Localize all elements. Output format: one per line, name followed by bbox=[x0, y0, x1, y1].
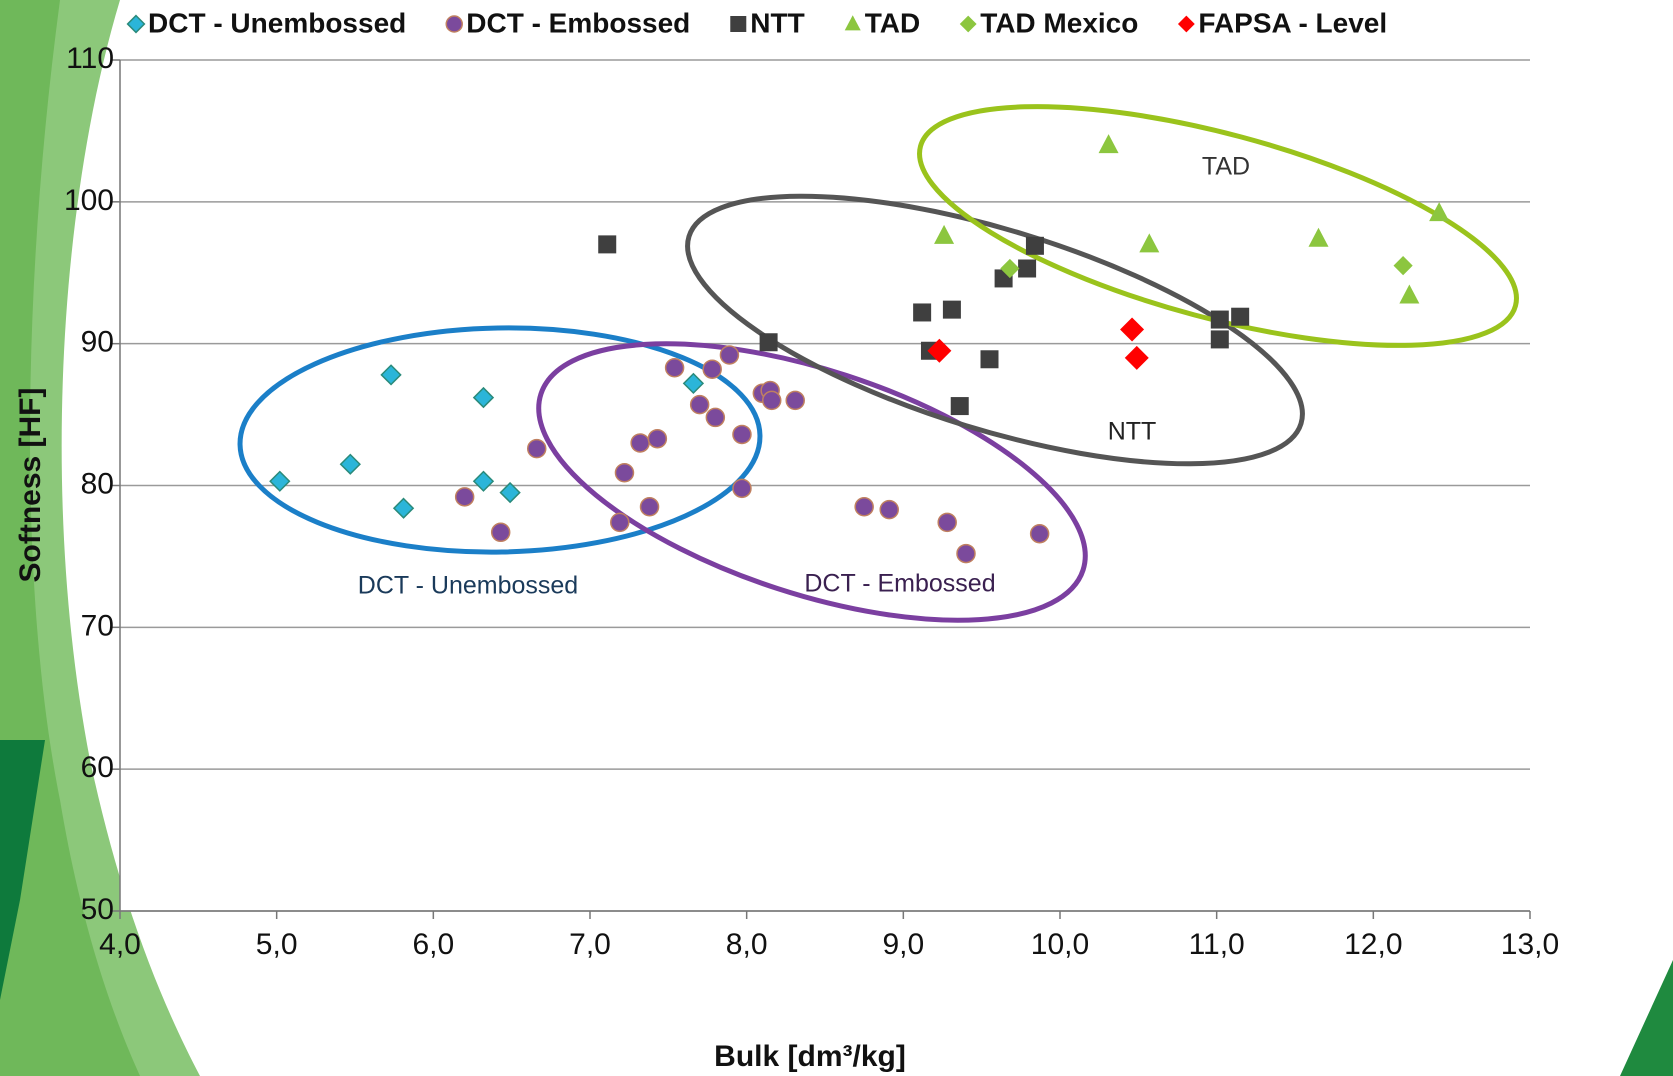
x-tick-label: 5,0 bbox=[256, 928, 298, 961]
data-point bbox=[705, 407, 726, 428]
group-ellipse bbox=[917, 104, 1519, 348]
data-point bbox=[956, 543, 976, 564]
data-point bbox=[1393, 256, 1413, 276]
data-point bbox=[879, 499, 899, 520]
data-point bbox=[610, 512, 630, 533]
x-tick-label: 8,0 bbox=[726, 928, 768, 961]
data-point bbox=[980, 350, 999, 369]
data-point bbox=[702, 359, 722, 379]
y-tick-label: 50 bbox=[81, 893, 114, 926]
group-ellipse bbox=[536, 341, 1088, 623]
data-point bbox=[1210, 330, 1229, 349]
y-tick-label: 60 bbox=[81, 751, 114, 784]
data-point bbox=[526, 438, 547, 459]
data-point bbox=[1124, 345, 1149, 370]
legend-label: DCT - Embossed bbox=[466, 7, 690, 38]
data-point bbox=[1139, 233, 1160, 253]
legend-marker bbox=[126, 14, 146, 34]
data-point bbox=[1210, 310, 1229, 329]
x-axis-label: Bulk [dm³/kg] bbox=[714, 1040, 906, 1073]
data-point bbox=[269, 470, 291, 492]
grid bbox=[112, 59, 1531, 919]
legend-marker bbox=[445, 15, 463, 33]
legend-marker bbox=[1177, 15, 1195, 33]
data-point bbox=[785, 390, 805, 411]
legend-marker bbox=[844, 15, 861, 31]
data-point bbox=[454, 487, 475, 507]
y-tick-label: 90 bbox=[81, 326, 114, 359]
data-point bbox=[1429, 202, 1450, 222]
data-point bbox=[472, 470, 495, 492]
legend-label: DCT - Unembossed bbox=[148, 7, 406, 38]
data-point bbox=[1029, 523, 1050, 544]
data-point bbox=[647, 428, 668, 449]
data-point bbox=[630, 433, 650, 453]
data-point bbox=[927, 338, 952, 363]
data-point bbox=[1000, 258, 1020, 279]
x-tick-label: 7,0 bbox=[569, 928, 611, 961]
y-tick-label: 70 bbox=[81, 609, 114, 642]
data-point bbox=[719, 345, 740, 365]
data-point bbox=[472, 386, 495, 409]
x-tick-label: 12,0 bbox=[1344, 928, 1402, 961]
data-point bbox=[942, 300, 961, 319]
legend-label: TAD bbox=[865, 7, 920, 38]
data-point bbox=[732, 424, 752, 445]
y-tick-label: 80 bbox=[81, 467, 114, 500]
annotation: DCT - Unembossed bbox=[358, 572, 578, 600]
group-ellipse bbox=[237, 325, 763, 555]
data-point bbox=[339, 453, 361, 475]
data-point bbox=[614, 462, 635, 483]
marks bbox=[269, 134, 1450, 564]
background-shape bbox=[0, 740, 45, 1000]
data-point bbox=[854, 497, 874, 517]
x-tick-label: 10,0 bbox=[1031, 928, 1089, 961]
y-axis-label: Softness [HF] bbox=[14, 388, 47, 583]
legend-label: TAD Mexico bbox=[980, 7, 1138, 38]
data-point bbox=[1231, 307, 1250, 326]
y-tick-label: 100 bbox=[64, 184, 114, 217]
data-point bbox=[380, 364, 402, 386]
background-swoosh bbox=[0, 0, 140, 1076]
legend-label: NTT bbox=[750, 7, 804, 38]
legend-marker bbox=[730, 16, 747, 32]
x-tick-label: 9,0 bbox=[882, 928, 924, 961]
data-point bbox=[1399, 284, 1420, 304]
data-point bbox=[1098, 134, 1119, 154]
annotation: NTT bbox=[1108, 418, 1157, 446]
data-point bbox=[950, 397, 969, 416]
data-point bbox=[1018, 259, 1037, 278]
data-point bbox=[639, 497, 660, 517]
data-point bbox=[937, 512, 957, 533]
legend: DCT - Unembossed DCT - Embossed NTT TAD TAD … bbox=[126, 7, 1387, 38]
annotation: TAD bbox=[1202, 153, 1250, 181]
x-tick-label: 4,0 bbox=[99, 928, 141, 961]
data-point bbox=[1308, 227, 1329, 247]
data-point bbox=[732, 478, 752, 499]
data-point bbox=[499, 481, 521, 504]
legend-label: FAPSA - Level bbox=[1198, 7, 1387, 38]
legend-marker bbox=[959, 15, 977, 33]
data-point bbox=[689, 394, 710, 415]
data-point bbox=[1025, 236, 1044, 255]
data-point bbox=[1120, 317, 1145, 342]
data-point bbox=[490, 522, 511, 543]
data-point bbox=[682, 372, 705, 395]
group-ellipse bbox=[685, 193, 1305, 467]
data-point bbox=[761, 390, 782, 411]
x-tick-label: 11,0 bbox=[1189, 928, 1245, 961]
data-point bbox=[913, 303, 932, 322]
data-point bbox=[392, 497, 415, 519]
x-tick-label: 6,0 bbox=[412, 928, 454, 961]
data-point bbox=[664, 358, 685, 378]
background-shape bbox=[1620, 960, 1673, 1076]
data-point bbox=[598, 235, 617, 254]
data-point bbox=[759, 333, 778, 352]
x-tick-label: 13,0 bbox=[1501, 928, 1559, 961]
annotation: DCT - Embossed bbox=[804, 570, 995, 598]
y-tick-label: 110 bbox=[66, 42, 114, 75]
data-point bbox=[934, 224, 955, 244]
